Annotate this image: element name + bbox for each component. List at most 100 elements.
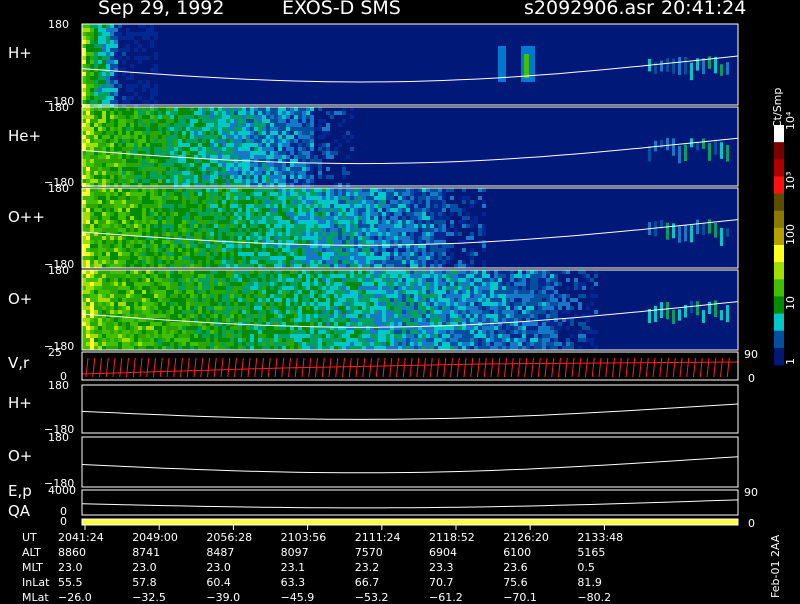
spectrum-cell: [386, 204, 390, 208]
spectrum-cell: [274, 143, 278, 147]
spectrum-cell: [94, 294, 98, 298]
spectrum-cell: [174, 107, 178, 111]
spectrum-cell: [154, 127, 158, 131]
spectrum-cell: [198, 286, 202, 290]
spectrum-cell: [306, 342, 310, 346]
spectrum-cell: [346, 224, 350, 228]
spectrum-cell: [154, 318, 158, 322]
spectrum-cell: [222, 167, 226, 171]
spectrum-cell: [142, 135, 146, 139]
spectrum-cell: [90, 244, 94, 248]
spectrum-cell: [206, 155, 210, 159]
spectrum-cell: [198, 244, 202, 248]
spectrum-cell: [194, 294, 198, 298]
spectrum-cell: [230, 232, 234, 236]
spectrum-cell: [234, 232, 238, 236]
spectrum-cell: [234, 188, 238, 192]
spectrum-cell: [330, 216, 334, 220]
spectrum-cell: [438, 248, 442, 252]
spectrum-cell: [278, 175, 282, 179]
spectrum-cell: [306, 290, 310, 294]
spectrum-cell: [438, 196, 442, 200]
spectrum-cell: [170, 204, 174, 208]
spectrum-cell: [258, 200, 262, 204]
spectrum-cell: [278, 318, 282, 322]
spectrum-cell: [278, 294, 282, 298]
spectrum-cell: [86, 322, 90, 326]
spectrum-cell: [330, 286, 334, 290]
spectrum-cell: [102, 127, 106, 131]
spectrum-cell: [338, 236, 342, 240]
spectrum-cell: [314, 236, 318, 240]
spectrum-cell: [170, 282, 174, 286]
spectrum-cell: [434, 188, 438, 192]
spectrum-cell: [150, 290, 154, 294]
spectrum-cell: [90, 346, 94, 350]
spectrum-cell: [230, 346, 234, 350]
spectrum-cell: [318, 204, 322, 208]
spectrum-cell: [154, 240, 158, 244]
spectrum-cell: [250, 123, 254, 127]
spectrum-cell: [94, 131, 98, 135]
spectrum-cell: [134, 111, 138, 115]
spectrum-cell: [294, 252, 298, 256]
spectrum-cell: [98, 196, 102, 200]
spectrum-cell: [90, 72, 94, 76]
spectrum-cell: [274, 244, 278, 248]
spectrum-cell: [266, 342, 270, 346]
spectrum-cell: [294, 310, 298, 314]
spectrum-cell: [170, 314, 174, 318]
spectrum-cell: [222, 338, 226, 342]
spectrum-cell: [282, 196, 286, 200]
spectrum-cell: [210, 151, 214, 155]
spectrum-cell: [134, 290, 138, 294]
spectrum-cell: [94, 88, 98, 92]
spectrum-cell: [106, 278, 110, 282]
spectrum-cell: [98, 123, 102, 127]
spectrum-cell: [102, 32, 106, 36]
spectrum-cell: [394, 220, 398, 224]
spectrum-cell: [162, 330, 166, 334]
spectrum-cell: [250, 244, 254, 248]
spectrum-cell: [122, 342, 126, 346]
spectrum-cell: [206, 326, 210, 330]
spectrum-cell: [318, 290, 322, 294]
spectrum-cell: [230, 294, 234, 298]
spectrum-cell: [158, 346, 162, 350]
spectrum-cell: [334, 200, 338, 204]
spectrum-cell: [386, 208, 390, 212]
spectrum-cell: [150, 139, 154, 143]
spectrum-cell: [262, 175, 266, 179]
spectrum-cell: [310, 151, 314, 155]
spectrum-cell: [122, 252, 126, 256]
spectrum-cell: [266, 131, 270, 135]
spectrum-cell: [358, 248, 362, 252]
spectrum-cell: [310, 244, 314, 248]
spectrum-cell: [146, 286, 150, 290]
spectrum-cell: [94, 248, 98, 252]
spectrum-cell: [242, 167, 246, 171]
spectrum-cell: [114, 159, 118, 163]
spectrum-cell: [158, 228, 162, 232]
spectrum-cell: [186, 244, 190, 248]
spectrum-cell: [398, 192, 402, 196]
spectrum-cell: [194, 244, 198, 248]
spectrum-cell: [102, 151, 106, 155]
spectrum-cell: [114, 204, 118, 208]
spectrum-cell: [126, 298, 130, 302]
spectrum-cell: [294, 135, 298, 139]
spectrum-cell: [166, 260, 170, 264]
spectrum-cell: [202, 147, 206, 151]
spectrum-cell: [266, 188, 270, 192]
spectrum-cell: [82, 115, 86, 119]
spectrum-cell: [106, 334, 110, 338]
spectrum-cell: [178, 179, 182, 183]
spectrum-cell: [110, 270, 114, 274]
spectrum-cell: [118, 123, 122, 127]
spectrum-cell: [202, 143, 206, 147]
spectrum-cell: [206, 244, 210, 248]
spectrum-cell: [98, 322, 102, 326]
spectrum-cell: [218, 346, 222, 350]
spectrum-cell: [326, 270, 330, 274]
spectrum-cell: [278, 151, 282, 155]
